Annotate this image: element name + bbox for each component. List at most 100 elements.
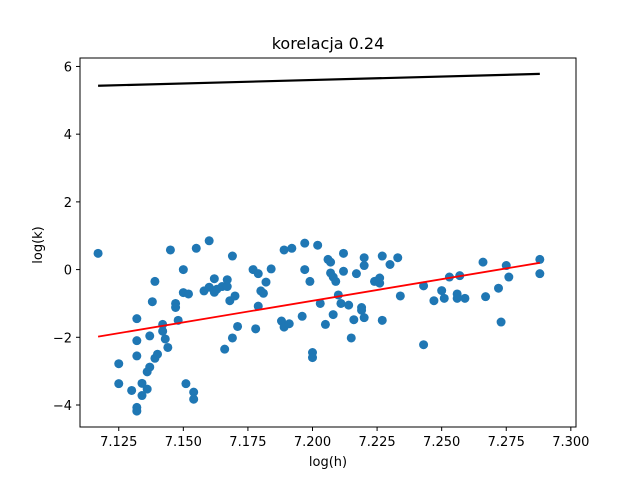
scatter-point-11	[142, 384, 152, 394]
x-tick-label: 7.300	[552, 435, 589, 450]
scatter-point-67	[308, 353, 317, 363]
scatter-point-6	[132, 351, 142, 361]
scatter-point-114	[535, 254, 545, 264]
scatter-point-102	[439, 293, 449, 303]
scatter-point-55	[261, 277, 271, 287]
scatter-point-0	[93, 248, 103, 258]
scatter-point-81	[344, 300, 354, 310]
scatter-point-7	[132, 336, 142, 346]
scatter-point-96	[393, 253, 403, 263]
scatter-point-45	[227, 333, 237, 343]
y-tick-label: 6	[64, 60, 72, 75]
y-tick-label: −4	[53, 399, 72, 414]
scatter-point-5	[132, 406, 142, 416]
scatter-point-76	[331, 276, 341, 286]
scatter-point-78	[336, 298, 346, 308]
x-tick-label: 7.275	[488, 435, 525, 450]
plot-area	[79, 57, 577, 428]
x-tick-label: 7.200	[294, 435, 331, 450]
scatter-point-60	[284, 319, 294, 329]
scatter-point-54	[258, 288, 268, 298]
scatter-point-86	[357, 305, 367, 315]
scatter-point-61	[287, 243, 297, 253]
scatter-point-92	[375, 273, 385, 283]
scatter-point-77	[333, 290, 343, 300]
scatter-point-22	[163, 342, 173, 352]
scatter-point-46	[227, 251, 237, 261]
scatter-point-69	[315, 298, 325, 308]
scatter-point-95	[385, 260, 395, 269]
scatter-point-17	[150, 276, 160, 286]
axes-frame	[79, 57, 577, 428]
scatter-point-113	[504, 272, 514, 282]
scatter-point-21	[160, 334, 170, 344]
x-axis-ticks: 7.125 7.150 7.175 7.200 7.225 7.250 7.275 7.300	[100, 427, 589, 450]
scatter-point-33	[191, 243, 201, 253]
y-tick-label: 0	[64, 264, 72, 279]
scatter-point-100	[429, 296, 439, 306]
scatter-point-80	[339, 266, 348, 276]
scatter-point-10	[137, 391, 147, 401]
x-axis-label: log(h)	[309, 455, 347, 470]
scatter-point-3	[127, 385, 137, 395]
scatter-point-87	[359, 253, 369, 263]
x-tick-label: 7.250	[423, 435, 460, 450]
scatter-point-31	[189, 387, 199, 397]
y-axis-ticks: −4 −2 0 2 4 6	[53, 60, 80, 414]
x-tick-label: 7.150	[165, 435, 202, 450]
scatter-point-98	[419, 281, 429, 291]
scatter-point-94	[377, 251, 387, 261]
scatter-point-84	[351, 269, 361, 279]
scatter-point-97	[395, 291, 405, 301]
scatter-point-56	[266, 264, 276, 274]
scatter-point-9	[137, 378, 147, 388]
scatter-point-30	[184, 289, 193, 299]
scatter-point-105	[452, 293, 462, 303]
scatter-point-65	[305, 276, 315, 286]
scatter-point-42	[222, 282, 232, 292]
scatter-point-82	[346, 333, 356, 343]
fit-line	[97, 261, 540, 338]
y-tick-label: 4	[64, 128, 72, 143]
scatter-point-32	[189, 394, 199, 404]
scatter-point-35	[204, 236, 214, 246]
scatter-point-115	[535, 269, 545, 279]
scatter-point-89	[359, 313, 369, 323]
scatter-point-79	[339, 248, 348, 258]
scatter-point-50	[251, 324, 261, 334]
y-tick-label: −2	[53, 331, 72, 346]
scatter-point-58	[279, 245, 289, 255]
scatter-point-28	[178, 265, 188, 275]
y-tick-label: 2	[64, 196, 72, 211]
scatter-point-68	[313, 240, 323, 250]
scatter-point-70	[320, 319, 330, 329]
scatter-point-109	[481, 292, 491, 302]
scatter-point-51	[253, 269, 263, 279]
scatter-point-23	[165, 245, 175, 255]
scatter-point-110	[494, 283, 503, 293]
scatter-point-18	[153, 349, 162, 359]
scatter-point-14	[145, 331, 155, 341]
scatter-point-93	[377, 315, 387, 325]
scatter-point-15	[147, 297, 157, 307]
scatter-point-8	[132, 314, 142, 324]
scatter-point-83	[349, 315, 359, 325]
scatter-point-1	[114, 359, 124, 369]
scatter-point-48	[233, 321, 243, 331]
scatter-point-41	[220, 344, 230, 354]
scatter-point-88	[359, 261, 369, 271]
x-tick-label: 7.125	[100, 435, 137, 450]
scatter-point-111	[496, 317, 506, 327]
scatter-point-101	[437, 286, 447, 296]
scatter-point-52	[253, 301, 263, 311]
scatter-point-99	[419, 340, 429, 350]
scatter-point-74	[328, 310, 338, 320]
scatter-point-25	[171, 303, 181, 312]
scatter-point-108	[478, 257, 488, 267]
x-tick-label: 7.225	[358, 435, 395, 450]
scatter-point-63	[300, 265, 310, 275]
scatter-point-107	[460, 293, 470, 303]
